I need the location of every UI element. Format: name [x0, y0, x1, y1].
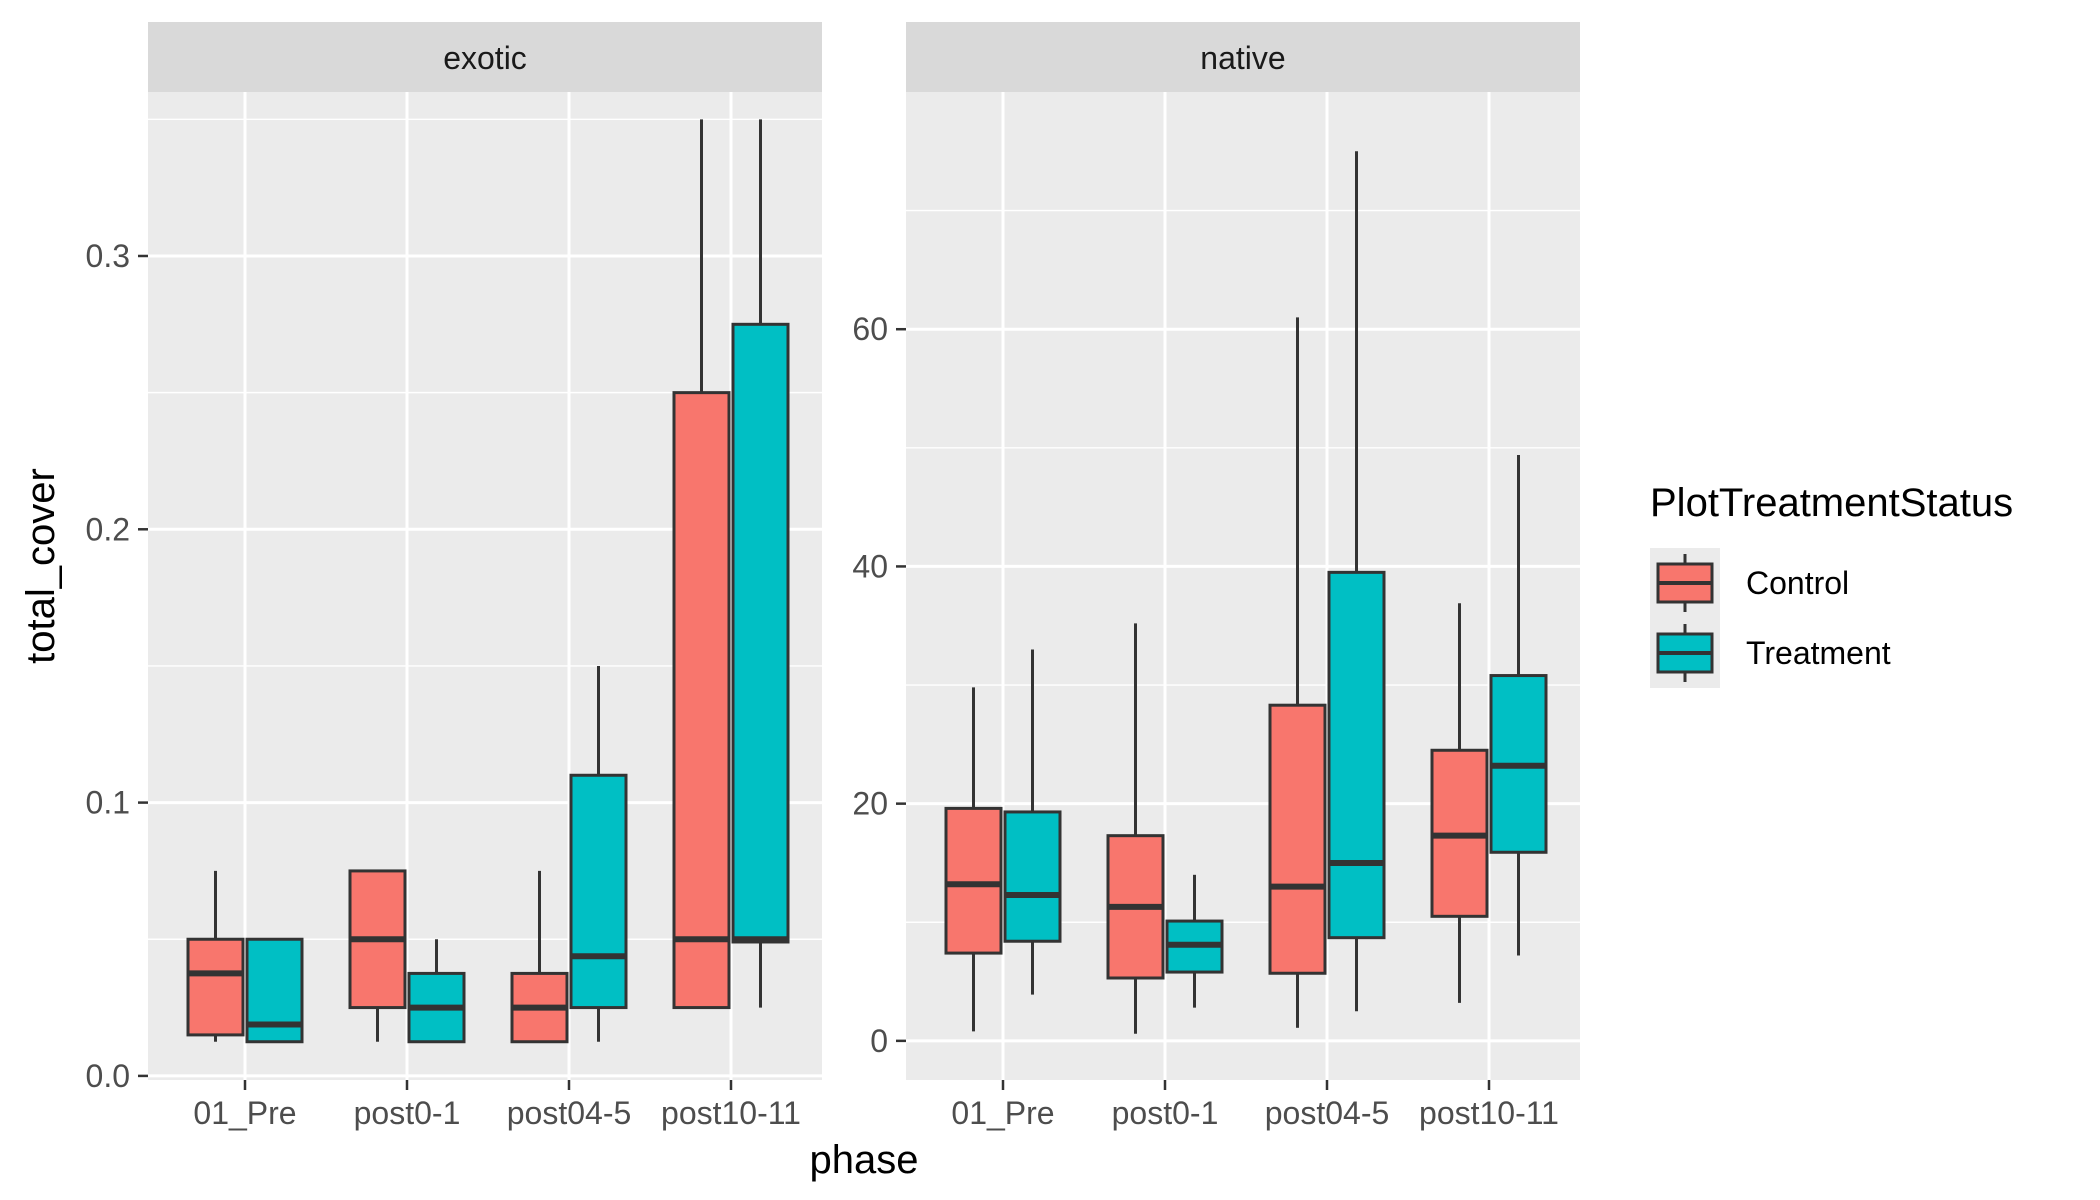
- legend-entry-treatment: Treatment: [1656, 624, 1891, 682]
- x-tick-label: post0-1: [354, 1095, 461, 1131]
- y-tick-label: 40: [852, 548, 888, 584]
- box-body: [944, 806, 1003, 955]
- box-treatment-post10-11: [1489, 454, 1548, 956]
- box-control-post10-11: [672, 119, 731, 1010]
- legend-title: PlotTreatmentStatus: [1650, 481, 2013, 525]
- facet-strip-label: native: [1200, 40, 1285, 76]
- box-control-01_Pre: [944, 687, 1003, 1032]
- box-body: [1327, 570, 1386, 940]
- box-control-post0-1: [348, 869, 407, 1042]
- x-tick-label: 01_Pre: [951, 1095, 1054, 1131]
- y-axis-title: total_cover: [19, 468, 63, 664]
- y-tick-label: 0.1: [86, 785, 130, 821]
- facet-strip-label: exotic: [443, 40, 527, 76]
- box-control-post10-11: [1430, 603, 1489, 1003]
- box-body: [672, 391, 731, 1010]
- legend-entry-control: Control: [1656, 554, 1849, 612]
- facet-strip: [148, 22, 822, 92]
- box-treatment-01_Pre: [245, 937, 304, 1044]
- y-tick-label: 0.2: [86, 511, 130, 547]
- box-treatment-post10-11: [731, 119, 790, 1008]
- x-tick-label: post0-1: [1112, 1095, 1219, 1131]
- x-tick-label: 01_Pre: [193, 1095, 296, 1131]
- legend-entries: Control Treatment: [1650, 548, 1891, 688]
- box-body: [731, 322, 790, 944]
- x-axis-title: phase: [810, 1138, 919, 1182]
- y-tick-label: 0.0: [86, 1058, 130, 1094]
- box-control-post0-1: [1106, 623, 1165, 1034]
- box-treatment-post04-5: [569, 665, 628, 1042]
- y-tick-label: 20: [852, 786, 888, 822]
- box-control-post04-5: [1268, 317, 1327, 1028]
- x-tick-label: post10-11: [1419, 1095, 1559, 1131]
- facet-native: native 0 20 40 60 01_Pre post0-1 post04-5 post10…: [852, 22, 1580, 1131]
- facet-panels: exotic 0.0 0.1 0.2 0.3 01_Pre post0-1 post04-5 p…: [86, 22, 1580, 1131]
- legend: PlotTreatmentStatus Control Treatment: [1650, 481, 2013, 688]
- x-tick-label: post10-11: [661, 1095, 801, 1131]
- box-body: [1268, 703, 1327, 975]
- y-tick-label: 0: [870, 1023, 888, 1059]
- facet-strip: [906, 22, 1580, 92]
- box-body: [1003, 810, 1062, 943]
- box-body: [569, 773, 628, 1010]
- box-treatment-01_Pre: [1003, 649, 1062, 995]
- box-treatment-post0-1: [1165, 874, 1224, 1008]
- box-control-01_Pre: [186, 870, 245, 1042]
- box-body: [186, 937, 245, 1037]
- box-treatment-post0-1: [407, 939, 466, 1044]
- x-tick-label: post04-5: [507, 1095, 632, 1131]
- legend-label: Control: [1746, 565, 1849, 601]
- box-treatment-post04-5: [1327, 151, 1386, 1012]
- facet-exotic: exotic 0.0 0.1 0.2 0.3 01_Pre post0-1 post04-5 p…: [86, 22, 822, 1131]
- y-tick-label: 0.3: [86, 238, 130, 274]
- y-tick-label: 60: [852, 311, 888, 347]
- box-control-post04-5: [510, 870, 569, 1044]
- legend-label: Treatment: [1746, 635, 1891, 671]
- x-tick-label: post04-5: [1265, 1095, 1390, 1131]
